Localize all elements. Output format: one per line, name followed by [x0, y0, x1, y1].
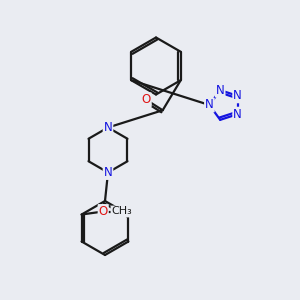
Text: N: N: [233, 89, 242, 102]
Text: N: N: [205, 98, 214, 112]
Text: N: N: [103, 121, 112, 134]
Text: N: N: [216, 84, 225, 97]
Text: N: N: [103, 166, 112, 179]
Text: CH₃: CH₃: [111, 206, 132, 217]
Text: O: O: [142, 93, 151, 106]
Text: N: N: [233, 108, 242, 121]
Text: O: O: [99, 205, 108, 218]
